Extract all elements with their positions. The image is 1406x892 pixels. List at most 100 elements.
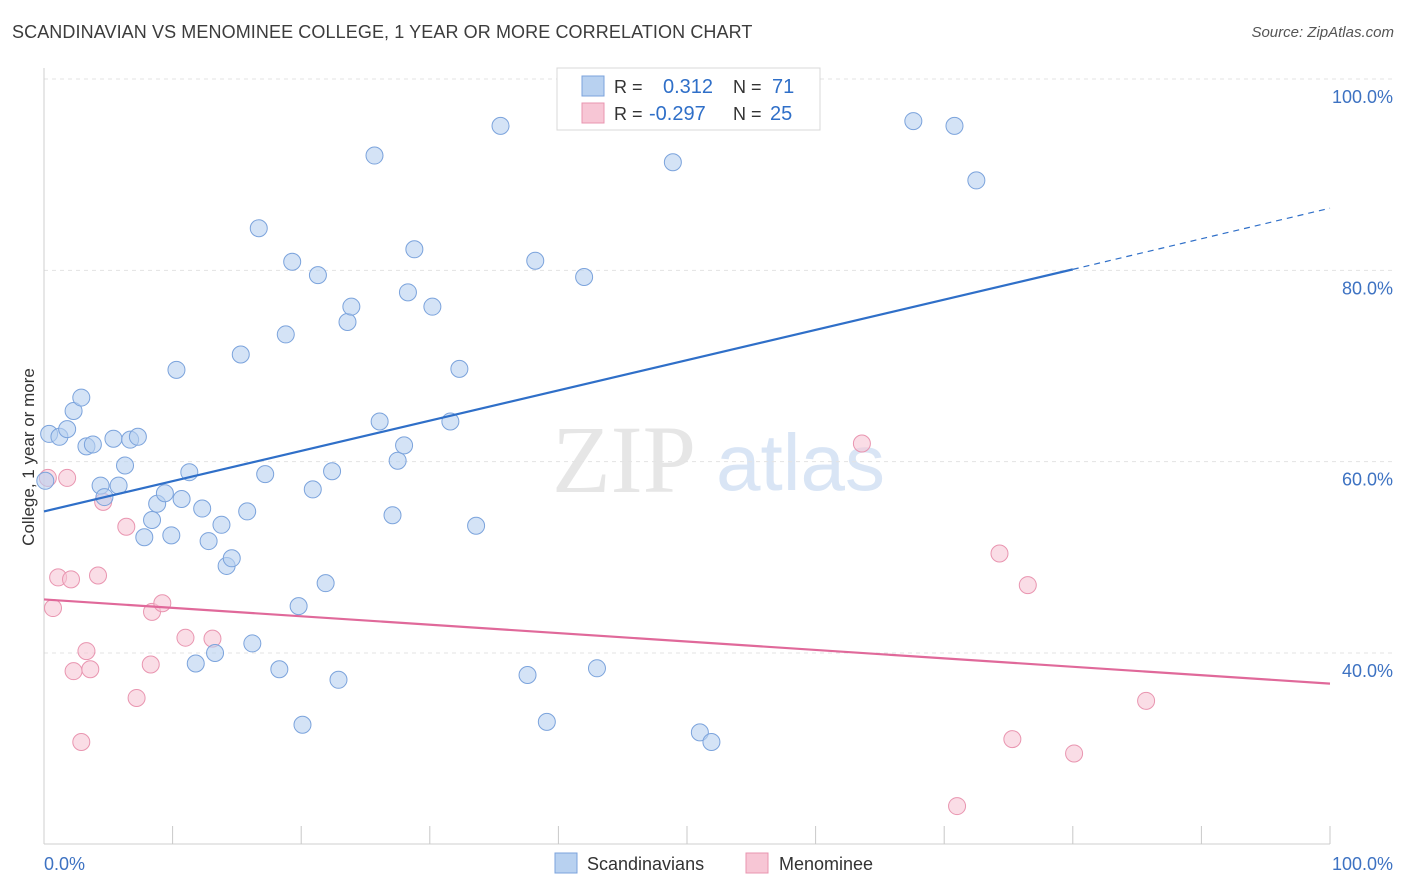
- menominee-point: [176, 628, 195, 647]
- scandinavian-point: [702, 732, 721, 751]
- scandinavian-point: [316, 574, 335, 593]
- scandinavian-point: [587, 659, 606, 678]
- menominee-point: [44, 599, 63, 618]
- scandinavian-point: [370, 412, 389, 431]
- scandinavian-point: [206, 644, 225, 662]
- scandinavian-point: [537, 712, 556, 731]
- scandinavian-point: [193, 499, 212, 518]
- scandinavian-point: [690, 723, 709, 742]
- y-tick-labels: 100.0% 80.0% 60.0% 40.0%: [1332, 87, 1393, 681]
- scandinavian-point: [395, 436, 414, 455]
- scandinavian-point: [289, 597, 308, 616]
- bottom-swatch-scandinavians: [554, 852, 578, 874]
- scandinavian-point: [383, 506, 402, 525]
- scandinavian-point: [167, 360, 186, 379]
- scandinavian-point: [231, 345, 250, 364]
- scandinavian-point: [945, 116, 964, 135]
- scandinavian-point: [256, 465, 275, 484]
- scandinavian-point: [143, 511, 162, 530]
- scandinavian-point: [276, 325, 295, 344]
- x-tick-label-min: 0.0%: [44, 854, 85, 874]
- scandinavian-point: [388, 451, 407, 470]
- scandinavian-point: [303, 480, 322, 499]
- scandinavian-point: [128, 427, 147, 446]
- legend-swatch-menominee: [581, 102, 605, 124]
- scandinavian-point: [64, 401, 83, 420]
- scandinavian-point: [405, 240, 424, 259]
- watermark-zip: ZIP: [552, 406, 696, 513]
- menominee-point: [89, 566, 108, 585]
- scandinavian-point: [342, 297, 361, 316]
- scandinavian-point: [329, 670, 348, 689]
- legend-n-label-1: N =: [733, 77, 762, 97]
- scandinavian-point: [104, 429, 123, 448]
- scandinavian-point: [308, 266, 327, 285]
- scandinavian-point: [967, 171, 986, 190]
- correlation-legend: R = 0.312 N = 71 R = -0.297 N = 25: [556, 67, 821, 131]
- scandinavian-point: [270, 660, 289, 679]
- scandinavian-point: [575, 268, 594, 287]
- x-tick-label-max: 100.0%: [1332, 854, 1393, 874]
- menominee-point: [77, 642, 96, 661]
- scandinavian-point: [491, 116, 510, 135]
- scandinavian-point: [162, 526, 181, 545]
- scandinavian-point: [249, 219, 268, 238]
- legend-n-label-2: N =: [733, 104, 762, 124]
- scandinavian-point: [293, 715, 312, 734]
- scandinavian-point: [116, 456, 135, 475]
- menominee-point: [62, 570, 81, 589]
- menominee-point: [990, 544, 1009, 563]
- menominee-point: [141, 655, 160, 674]
- grid-lines: [44, 78, 1393, 654]
- menominee-point: [127, 688, 146, 707]
- menominee-point: [852, 434, 871, 453]
- scandinavian-point: [58, 420, 77, 439]
- scandinavian-point: [243, 634, 262, 653]
- scandinavian-point: [904, 112, 923, 131]
- scandinavian-point: [467, 516, 486, 535]
- menominee-point: [948, 797, 967, 816]
- y-axis-label: College, 1 year or more: [19, 368, 38, 546]
- scandinavian-point: [199, 532, 218, 551]
- scandinavian-point: [365, 146, 384, 165]
- y-tick-label: 40.0%: [1342, 661, 1393, 681]
- x-ticks: [172, 826, 1331, 844]
- scandinavian-point: [398, 283, 417, 302]
- legend-r-value-1: 0.312: [663, 76, 713, 98]
- legend-n-value-2: 25: [770, 103, 792, 125]
- menominee-point: [81, 660, 100, 679]
- trend-lines: [43, 207, 1331, 685]
- scandinavian-point: [155, 484, 174, 503]
- scandinavian-point: [338, 312, 357, 331]
- scandinavian-point: [423, 297, 442, 316]
- menominee-point: [153, 594, 172, 613]
- y-tick-label: 100.0%: [1332, 87, 1393, 107]
- menominee-point: [72, 732, 91, 751]
- bottom-legend-menominee: Menominee: [779, 854, 873, 874]
- menominee-point: [58, 468, 77, 487]
- chart-source: Source: ZipAtlas.com: [1251, 24, 1394, 41]
- scandinavian-point: [222, 549, 241, 568]
- bottom-swatch-menominee: [745, 852, 769, 874]
- menominee-trend-line: [43, 598, 1331, 685]
- scandinavian-point: [186, 654, 205, 673]
- chart-title: SCANDINAVIAN VS MENOMINEE COLLEGE, 1 YEA…: [12, 22, 753, 42]
- scandinavian-trend-line: [43, 268, 1074, 513]
- scandinavian-point: [518, 666, 537, 685]
- scandinavian-point: [663, 153, 682, 172]
- y-tick-label: 80.0%: [1342, 278, 1393, 298]
- scandinavian-point: [172, 489, 191, 508]
- y-tick-label: 60.0%: [1342, 470, 1393, 490]
- menominee-points: [38, 434, 1156, 816]
- scandinavian-point: [135, 528, 154, 547]
- menominee-point: [117, 517, 136, 536]
- menominee-point: [64, 662, 83, 681]
- series-legend: Scandinavians Menominee: [554, 852, 873, 874]
- scandinavian-point: [212, 515, 231, 534]
- scandinavian-point: [323, 462, 342, 481]
- scandinavian-point: [283, 252, 302, 271]
- scandinavian-point: [238, 502, 257, 521]
- legend-r-value-2: -0.297: [649, 103, 706, 125]
- bottom-legend-scandinavians: Scandinavians: [587, 854, 704, 874]
